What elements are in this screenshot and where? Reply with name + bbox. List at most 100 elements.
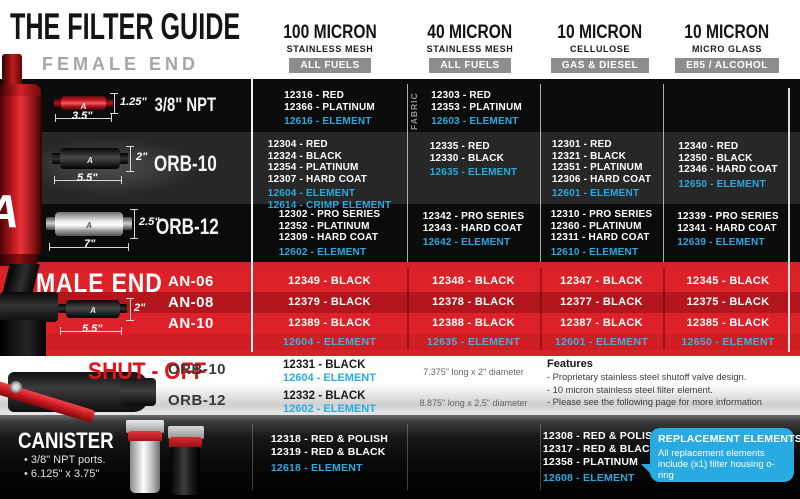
an-fitting-photo-body <box>0 320 46 356</box>
parts-cell-orb10-10micron-microglass: 12340 - RED 12350 - BLACK 12346 - HARD COA… <box>663 141 793 192</box>
canister-column-divider <box>252 424 253 490</box>
an-fitting-photo-hex <box>0 292 58 322</box>
npt-filter-photo-cap <box>104 99 113 107</box>
row-label-orb10: ORB-10 <box>153 151 217 176</box>
canister-photo-bracket <box>168 426 204 439</box>
width-dimension-line <box>60 327 122 335</box>
row-orb12-background <box>0 204 800 262</box>
part-number: 12303 - RED <box>431 90 492 101</box>
width-dimension-line <box>49 243 129 251</box>
part-number: 12346 - HARD COAT <box>678 164 778 175</box>
black-canister-photo <box>171 447 200 495</box>
polish-canister-photo <box>130 441 160 493</box>
fuel-badge: ALL FUELS <box>289 58 371 73</box>
part-number: 12358 - PLATINUM <box>542 456 639 468</box>
media-type: STAINLESS MESH <box>426 44 514 54</box>
part-number: 12317 - RED & BLACK <box>542 443 658 455</box>
height-dimension-line <box>126 146 134 172</box>
male-elements-stripe <box>0 334 800 350</box>
table-right-border <box>788 88 790 352</box>
part-number: 12339 - PRO SERIES <box>677 211 779 222</box>
aeromotive-logo: A <box>86 221 92 230</box>
row-label-shutoff-orb12: ORB-12 <box>168 392 227 409</box>
column-header-40-micron: 40 MICRON STAINLESS MESH ALL FUELS <box>395 22 545 73</box>
media-type: STAINLESS MESH <box>286 44 374 54</box>
parts-cell-an10-100micron: 12389 - BLACK <box>288 317 371 329</box>
canister-photo-red-cap <box>169 437 202 448</box>
orb10-filter-photo-cap <box>52 153 62 164</box>
part-number: 12304 - RED <box>267 139 328 150</box>
parts-cell-orb12-10micron-cellulose: 12310 - PRO SERIES 12360 - PLATINUM 12311 … <box>540 209 663 260</box>
part-number: 12343 - HARD COAT <box>422 222 523 234</box>
shutoff-valve-hinge <box>10 381 22 393</box>
media-type: MICRO GLASS <box>691 44 763 54</box>
element-number: 12604 - ELEMENT <box>283 372 376 384</box>
features-title: Features <box>547 358 593 370</box>
parts-cell-canister-10micron-cellulose: 12308 - RED & POLISH 12317 - RED & BLACK 1… <box>540 430 663 486</box>
parts-cell-npt-40micron: 12303 - RED 12353 - PLATINUM 12603 - ELEM… <box>413 90 540 129</box>
media-type: CELLULOSE <box>570 44 630 54</box>
part-number: 12319 - RED & BLACK <box>270 446 386 458</box>
an10-stripe <box>0 313 800 334</box>
parts-cell-shutoff-orb10: 12331 - BLACK 12604 - ELEMENT <box>252 359 407 386</box>
orb10-filter-photo-cap <box>118 153 128 164</box>
height-dimension-label: 2" <box>134 302 146 314</box>
aeromotive-logo: A <box>90 306 96 315</box>
width-dimension-line <box>55 114 112 122</box>
parts-cell-orb12-10micron-microglass: 12339 - PRO SERIES 12341 - HARD COAT 1263… <box>663 211 793 250</box>
micron-title: 100 MICRON <box>283 22 377 43</box>
element-number: 12618 - ELEMENT <box>270 462 363 474</box>
element-number: 12602 - ELEMENT <box>283 403 376 415</box>
parts-cell-an06-40micron: 12348 - BLACK <box>432 275 515 287</box>
shutoff-title: SHUT - OFF <box>88 358 207 385</box>
part-number: 12352 - PLATINUM <box>278 220 370 232</box>
element-number: 12602 - ELEMENT <box>278 246 367 258</box>
row-npt-background <box>0 79 800 132</box>
feature-item: - Proprietary stainless steel shutoff va… <box>547 372 747 382</box>
fuel-badge: ALL FUELS <box>429 58 511 73</box>
parts-cell-an08-10micron-cellulose: 12377 - BLACK <box>560 296 643 308</box>
orb12-filter-photo: A <box>55 212 123 236</box>
part-number: 12302 - PRO SERIES <box>278 209 381 220</box>
an06-stripe <box>0 271 800 292</box>
parts-cell-an10-10micron-cellulose: 12387 - BLACK <box>560 317 643 329</box>
element-cell-male-100micron: 12604 - ELEMENT <box>282 336 377 348</box>
red-canister-photo-base <box>0 254 38 266</box>
part-number: 12350 - BLACK <box>678 152 753 164</box>
parts-cell-an06-10micron-microglass: 12345 - BLACK <box>686 275 770 287</box>
parts-cell-an08-40micron: 12378 - BLACK <box>432 296 515 308</box>
red-canister-photo-shoulder <box>0 84 41 98</box>
micron-title: 40 MICRON <box>427 22 513 43</box>
height-dimension-line <box>126 298 134 321</box>
micron-title: 10 MICRON <box>557 22 643 43</box>
row-label-npt: 3/8" NPT <box>154 95 216 116</box>
parts-cell-orb10-40micron: 12335 - RED 12330 - BLACK 12635 - ELEMENT <box>407 141 540 180</box>
aeromotive-logo-fragment: A <box>0 184 19 238</box>
column-divider <box>407 84 408 262</box>
parts-cell-an08-100micron: 12379 - BLACK <box>288 296 371 308</box>
element-number: 12614 - CRIMP ELEMENT <box>267 199 392 211</box>
width-dimension-label: 3.5" <box>72 110 93 122</box>
callout-body: All replacement elements include (x1) fi… <box>658 448 775 481</box>
fuel-badge: GAS & DIESEL <box>550 58 650 73</box>
page-title: THE FILTER GUIDE <box>10 6 241 47</box>
element-number: 12603 - ELEMENT <box>431 116 519 127</box>
orb12-filter-photo-cap <box>46 217 57 230</box>
male-column-divider <box>663 268 665 350</box>
row-label-shutoff-orb10: ORB-10 <box>168 361 227 378</box>
height-dimension-line <box>110 93 118 114</box>
part-number: 12318 - RED & POLISH <box>270 433 389 445</box>
parts-cell-orb10-100micron: 12304 - RED 12324 - BLACK 12354 - PLATINUM… <box>252 139 407 213</box>
part-number: 12307 - HARD COAT <box>267 173 368 185</box>
part-number: 12331 - BLACK <box>283 359 366 371</box>
parts-cell-an10-40micron: 12388 - BLACK <box>432 317 515 329</box>
element-number: 12639 - ELEMENT <box>677 237 765 248</box>
canister-bullets: 3/8" NPT ports. 6.125" x 3.75" <box>24 454 106 481</box>
width-dimension-label: 7" <box>84 238 96 250</box>
part-number: 12310 - PRO SERIES <box>550 209 653 220</box>
parts-cell-an10-10micron-microglass: 12385 - BLACK <box>686 317 770 329</box>
element-number: 12601 - ELEMENT <box>551 188 640 199</box>
feature-item: - 10 micron stainless steel filter eleme… <box>547 384 713 395</box>
element-number: 12616 - ELEMENT <box>284 116 372 127</box>
